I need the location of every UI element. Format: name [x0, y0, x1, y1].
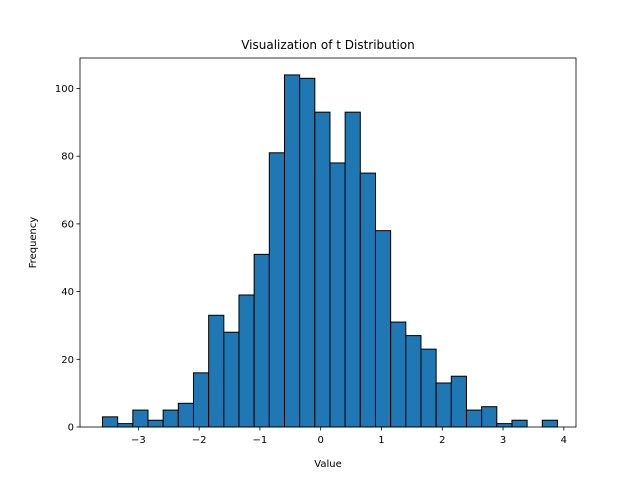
histogram-bar [329, 162, 346, 428]
y-tick-label: 80 [61, 152, 74, 163]
histogram-bar [344, 111, 361, 428]
histogram-bar [359, 172, 376, 428]
histogram-bar [299, 77, 316, 428]
y-tick-label: 40 [61, 287, 74, 298]
histogram-bar [223, 331, 240, 428]
histogram-bar [511, 419, 528, 428]
y-tick-label: 60 [61, 219, 74, 230]
y-tick-label: 20 [61, 355, 74, 366]
y-tick-label: 0 [68, 423, 74, 434]
histogram-bar [390, 321, 407, 428]
histogram-bar [450, 375, 467, 428]
histogram-bar [496, 423, 513, 428]
histogram-bar [374, 230, 392, 428]
histogram-bar [268, 152, 285, 428]
histogram-bar [253, 253, 270, 428]
x-axis-label: Value [314, 459, 341, 470]
x-tick-label: 2 [439, 435, 445, 446]
histogram-bar [435, 382, 452, 428]
histogram-bar [541, 419, 558, 428]
histogram-bar [101, 416, 119, 428]
histogram-bar [192, 372, 210, 428]
y-axis-label: Frequency [28, 217, 39, 269]
histogram-bar [405, 335, 422, 428]
x-tick-label: −2 [192, 435, 207, 446]
histogram-bar [465, 409, 483, 428]
histogram-bar [208, 314, 225, 428]
x-tick-label: 3 [500, 435, 506, 446]
histogram-bar [177, 402, 194, 428]
histogram-bar [283, 74, 301, 428]
histogram-bar [132, 409, 149, 428]
histogram-bar [238, 294, 255, 428]
x-tick-label: 4 [561, 435, 567, 446]
y-tick-label: 100 [55, 84, 74, 95]
x-tick-label: 1 [378, 435, 384, 446]
histogram-bar [117, 423, 134, 428]
histogram-bar [147, 419, 164, 428]
x-tick-label: 0 [318, 435, 324, 446]
histogram-bar [162, 409, 179, 428]
x-tick-label: −1 [253, 435, 268, 446]
plot-frame [79, 57, 577, 428]
x-axis-ticks: −3 −2 −1 0 1 2 3 4 [131, 427, 567, 446]
chart-title: Visualization of t Distribution [241, 38, 415, 52]
bars-group [101, 74, 558, 428]
histogram-bar [314, 111, 331, 428]
histogram-bar [481, 406, 498, 428]
histogram-bar [420, 348, 437, 428]
x-tick-label: −3 [131, 435, 146, 446]
y-axis-ticks: 0 20 40 60 80 100 [55, 84, 80, 434]
